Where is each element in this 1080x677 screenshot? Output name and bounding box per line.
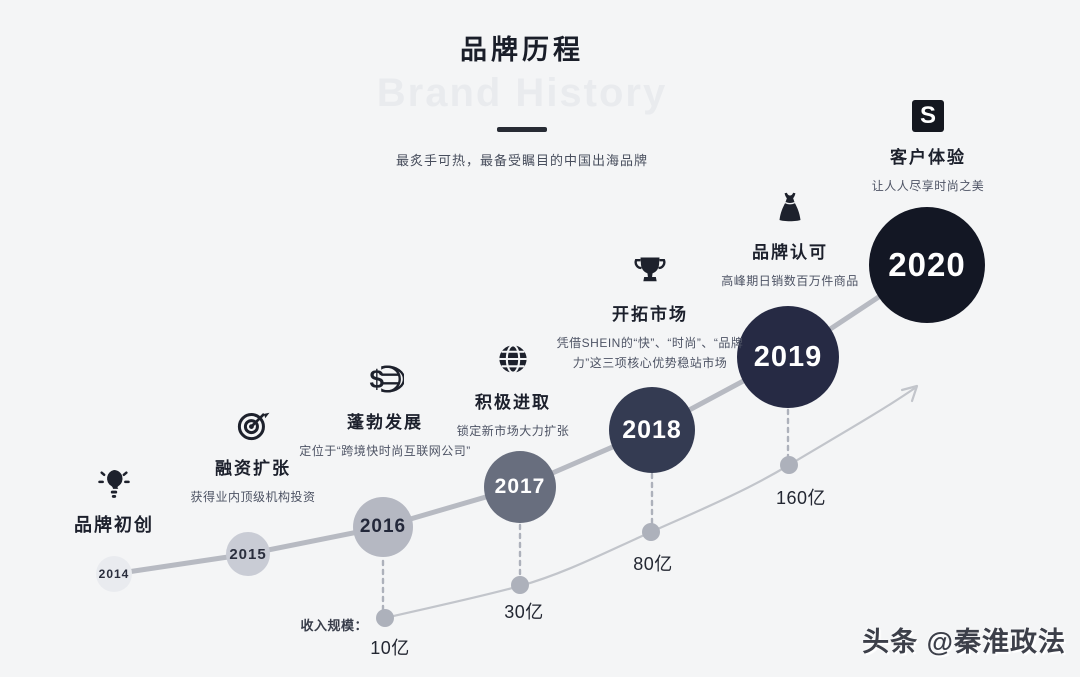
milestone-2015: 融资扩张 获得业内顶级机构投资 bbox=[153, 406, 353, 508]
header: 品牌历程 Brand History 最炙手可热，最备受瞩目的中国出海品牌 bbox=[322, 0, 722, 169]
milestone-title: 融资扩张 bbox=[215, 459, 291, 478]
milestone-2019: 品牌认可 高峰期日销数百万件商品 bbox=[690, 190, 890, 292]
year-node-2014: 2014 bbox=[96, 556, 132, 592]
svg-text:$: $ bbox=[369, 364, 384, 394]
milestone-desc: 高峰期日销数百万件商品 bbox=[721, 274, 859, 288]
year-node-2017: 2017 bbox=[484, 451, 556, 523]
year-node-2019: 2019 bbox=[737, 306, 839, 408]
curve-dot bbox=[511, 576, 529, 594]
title-divider bbox=[497, 127, 547, 132]
year-node-2020: 2020 bbox=[869, 207, 985, 323]
revenue-value-2018: 80亿 bbox=[633, 554, 673, 574]
trophy-icon bbox=[631, 252, 669, 290]
globe-icon bbox=[494, 340, 532, 378]
dress-icon bbox=[772, 190, 808, 228]
shein-logo-letter: S bbox=[912, 100, 944, 132]
milestone-title: 客户体验 bbox=[890, 148, 966, 167]
milestone-desc: 凭借SHEIN的“快”、“时尚”、“品牌力”这三项核心优势稳站市场 bbox=[556, 336, 744, 370]
page-title-english: Brand History bbox=[376, 71, 668, 115]
milestone-title: 开拓市场 bbox=[612, 305, 688, 324]
curve-dot bbox=[376, 609, 394, 627]
milestone-desc: 定位于“跨境快时尚互联网公司” bbox=[299, 444, 471, 458]
revenue-value-2016: 10亿 bbox=[370, 638, 410, 658]
dart-target-icon bbox=[234, 406, 272, 444]
revenue-value-2019: 160亿 bbox=[775, 488, 827, 508]
milestone-title: 蓬勃发展 bbox=[347, 413, 423, 432]
revenue-value-2017: 30亿 bbox=[504, 602, 544, 622]
toutiao-watermark: 头条 @秦淮政法 bbox=[862, 627, 1066, 657]
milestone-2017: 积极进取 锁定新市场大力扩张 bbox=[413, 340, 613, 442]
milestone-title: 品牌初创 bbox=[74, 515, 154, 535]
page-title: 品牌历程 bbox=[460, 35, 584, 65]
finance-globe-icon: $ bbox=[366, 360, 404, 398]
milestone-2014: 品牌初创 bbox=[34, 463, 194, 546]
milestone-2016: $ 蓬勃发展 定位于“跨境快时尚互联网公司” bbox=[275, 360, 495, 462]
page-subtitle: 最炙手可热，最备受瞩目的中国出海品牌 bbox=[395, 153, 648, 168]
lightbulb-icon bbox=[94, 463, 134, 501]
milestone-title: 品牌认可 bbox=[752, 243, 828, 262]
milestone-2018: 开拓市场 凭借SHEIN的“快”、“时尚”、“品牌力”这三项核心优势稳站市场 bbox=[555, 252, 745, 374]
year-node-2016: 2016 bbox=[353, 497, 413, 557]
milestone-desc: 获得业内顶级机构投资 bbox=[190, 490, 316, 504]
year-node-2018: 2018 bbox=[609, 387, 695, 473]
year-node-2015: 2015 bbox=[226, 532, 270, 576]
milestone-title: 积极进取 bbox=[475, 393, 551, 412]
curve-dot bbox=[642, 523, 660, 541]
shein-logo-icon: S bbox=[912, 100, 944, 138]
curve-dot bbox=[780, 456, 798, 474]
revenue-axis-label: 收入规模： bbox=[300, 618, 368, 633]
growth-arrow-icon bbox=[900, 384, 919, 403]
milestone-desc: 锁定新市场大力扩张 bbox=[456, 424, 570, 438]
milestone-2020: S 客户体验 让人人尽享时尚之美 bbox=[828, 100, 1028, 197]
milestone-desc: 让人人尽享时尚之美 bbox=[871, 179, 985, 193]
